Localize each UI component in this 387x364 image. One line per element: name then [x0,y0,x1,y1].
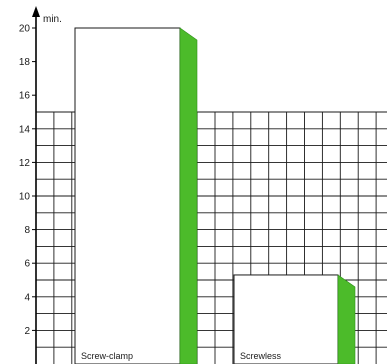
y-tick-label: 16 [19,91,31,102]
y-tick-label: 8 [24,225,30,236]
bar-side-screw-clamp [179,27,198,364]
y-tick-label: 2 [24,326,30,337]
bar-side-screwless [337,274,356,364]
y-axis: 2 4 6 8 10 12 14 16 18 20 [19,6,40,364]
bar-label-screwless: Screwless [240,351,282,361]
y-tick-label: 6 [24,259,30,270]
y-tick-label: 18 [19,57,31,68]
bars: Screw-clamp Screwless [74,27,356,364]
bar-screwless [233,274,339,364]
y-axis-arrow [32,6,40,17]
y-tick-label: 10 [19,192,31,203]
bar-screw-clamp [74,27,181,364]
y-axis-unit-label: min. [43,14,62,25]
y-tick-label: 20 [19,24,31,35]
bar-label-screw-clamp: Screw-clamp [81,351,133,361]
y-tick-label: 14 [19,124,31,135]
y-tick-label: 4 [24,292,30,303]
y-tick-label: 12 [19,158,31,169]
